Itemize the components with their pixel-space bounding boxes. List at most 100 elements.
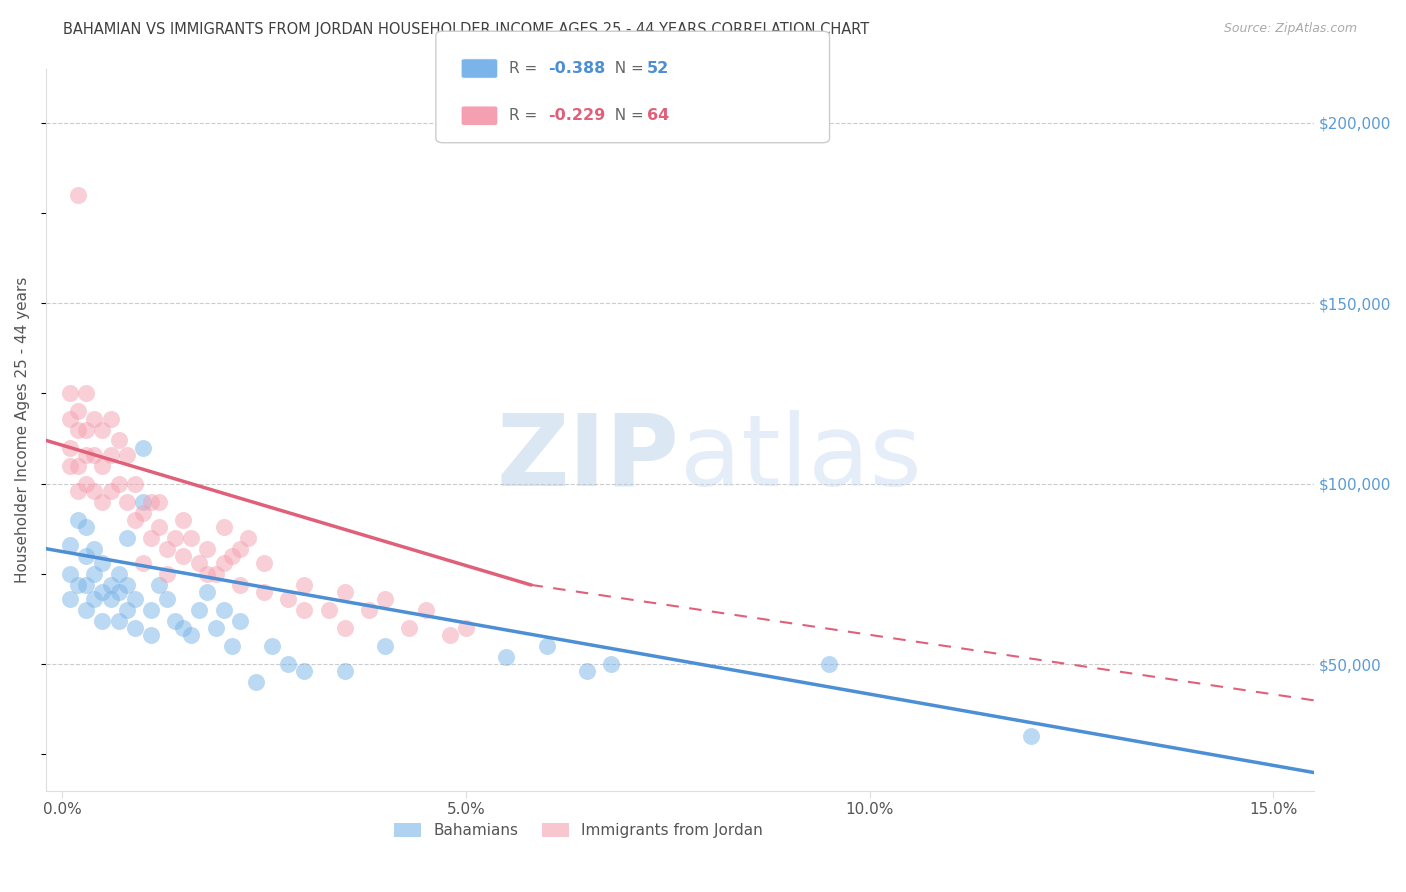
Point — [148, 520, 170, 534]
Point — [67, 578, 90, 592]
Point — [277, 657, 299, 672]
Point — [67, 404, 90, 418]
Point — [292, 603, 315, 617]
Point — [245, 675, 267, 690]
Point — [124, 513, 146, 527]
Text: atlas: atlas — [681, 410, 921, 507]
Point — [75, 386, 97, 401]
Point — [818, 657, 841, 672]
Text: Source: ZipAtlas.com: Source: ZipAtlas.com — [1223, 22, 1357, 36]
Point — [197, 585, 219, 599]
Point — [91, 556, 114, 570]
Point — [180, 531, 202, 545]
Text: 64: 64 — [647, 108, 669, 123]
Point — [180, 628, 202, 642]
Point — [221, 639, 243, 653]
Point — [91, 458, 114, 473]
Point — [75, 448, 97, 462]
Text: -0.388: -0.388 — [548, 61, 606, 76]
Point — [333, 621, 356, 635]
Point — [253, 585, 276, 599]
Point — [212, 603, 235, 617]
Point — [204, 566, 226, 581]
Point — [277, 592, 299, 607]
Point — [59, 566, 82, 581]
Point — [91, 495, 114, 509]
Point — [165, 614, 187, 628]
Y-axis label: Householder Income Ages 25 - 44 years: Householder Income Ages 25 - 44 years — [15, 277, 30, 582]
Point — [67, 423, 90, 437]
Point — [132, 495, 155, 509]
Text: BAHAMIAN VS IMMIGRANTS FROM JORDAN HOUSEHOLDER INCOME AGES 25 - 44 YEARS CORRELA: BAHAMIAN VS IMMIGRANTS FROM JORDAN HOUSE… — [63, 22, 869, 37]
Point — [415, 603, 437, 617]
Point — [59, 411, 82, 425]
Point — [132, 506, 155, 520]
Point — [107, 614, 129, 628]
Point — [333, 585, 356, 599]
Point — [91, 423, 114, 437]
Point — [262, 639, 284, 653]
Point — [156, 566, 179, 581]
Point — [100, 483, 122, 498]
Point — [172, 513, 194, 527]
Point — [139, 628, 162, 642]
Point — [67, 458, 90, 473]
Text: R =: R = — [509, 108, 543, 123]
Point — [292, 665, 315, 679]
Point — [75, 423, 97, 437]
Point — [107, 434, 129, 448]
Point — [439, 628, 461, 642]
Point — [107, 476, 129, 491]
Point — [59, 386, 82, 401]
Point — [83, 411, 105, 425]
Point — [495, 650, 517, 665]
Point — [1019, 730, 1042, 744]
Point — [197, 566, 219, 581]
Point — [107, 585, 129, 599]
Point — [75, 603, 97, 617]
Point — [59, 458, 82, 473]
Point — [83, 592, 105, 607]
Point — [100, 578, 122, 592]
Point — [67, 513, 90, 527]
Point — [83, 448, 105, 462]
Point — [292, 578, 315, 592]
Point — [212, 520, 235, 534]
Point — [156, 592, 179, 607]
Point — [100, 411, 122, 425]
Point — [83, 566, 105, 581]
Text: N =: N = — [605, 61, 648, 76]
Legend: Bahamians, Immigrants from Jordan: Bahamians, Immigrants from Jordan — [388, 817, 769, 845]
Point — [75, 476, 97, 491]
Point — [107, 566, 129, 581]
Point — [357, 603, 380, 617]
Point — [221, 549, 243, 563]
Point — [165, 531, 187, 545]
Point — [398, 621, 420, 635]
Point — [374, 592, 396, 607]
Text: R =: R = — [509, 61, 543, 76]
Point — [132, 556, 155, 570]
Point — [59, 538, 82, 552]
Point — [115, 448, 138, 462]
Point — [600, 657, 623, 672]
Point — [124, 621, 146, 635]
Point — [83, 483, 105, 498]
Point — [156, 541, 179, 556]
Point — [575, 665, 598, 679]
Point — [100, 592, 122, 607]
Point — [124, 592, 146, 607]
Point — [75, 549, 97, 563]
Point — [91, 614, 114, 628]
Point — [115, 603, 138, 617]
Point — [333, 665, 356, 679]
Point — [148, 578, 170, 592]
Point — [100, 448, 122, 462]
Point — [83, 541, 105, 556]
Point — [172, 549, 194, 563]
Point — [115, 531, 138, 545]
Point — [115, 495, 138, 509]
Point — [229, 578, 252, 592]
Point — [75, 578, 97, 592]
Text: 52: 52 — [647, 61, 669, 76]
